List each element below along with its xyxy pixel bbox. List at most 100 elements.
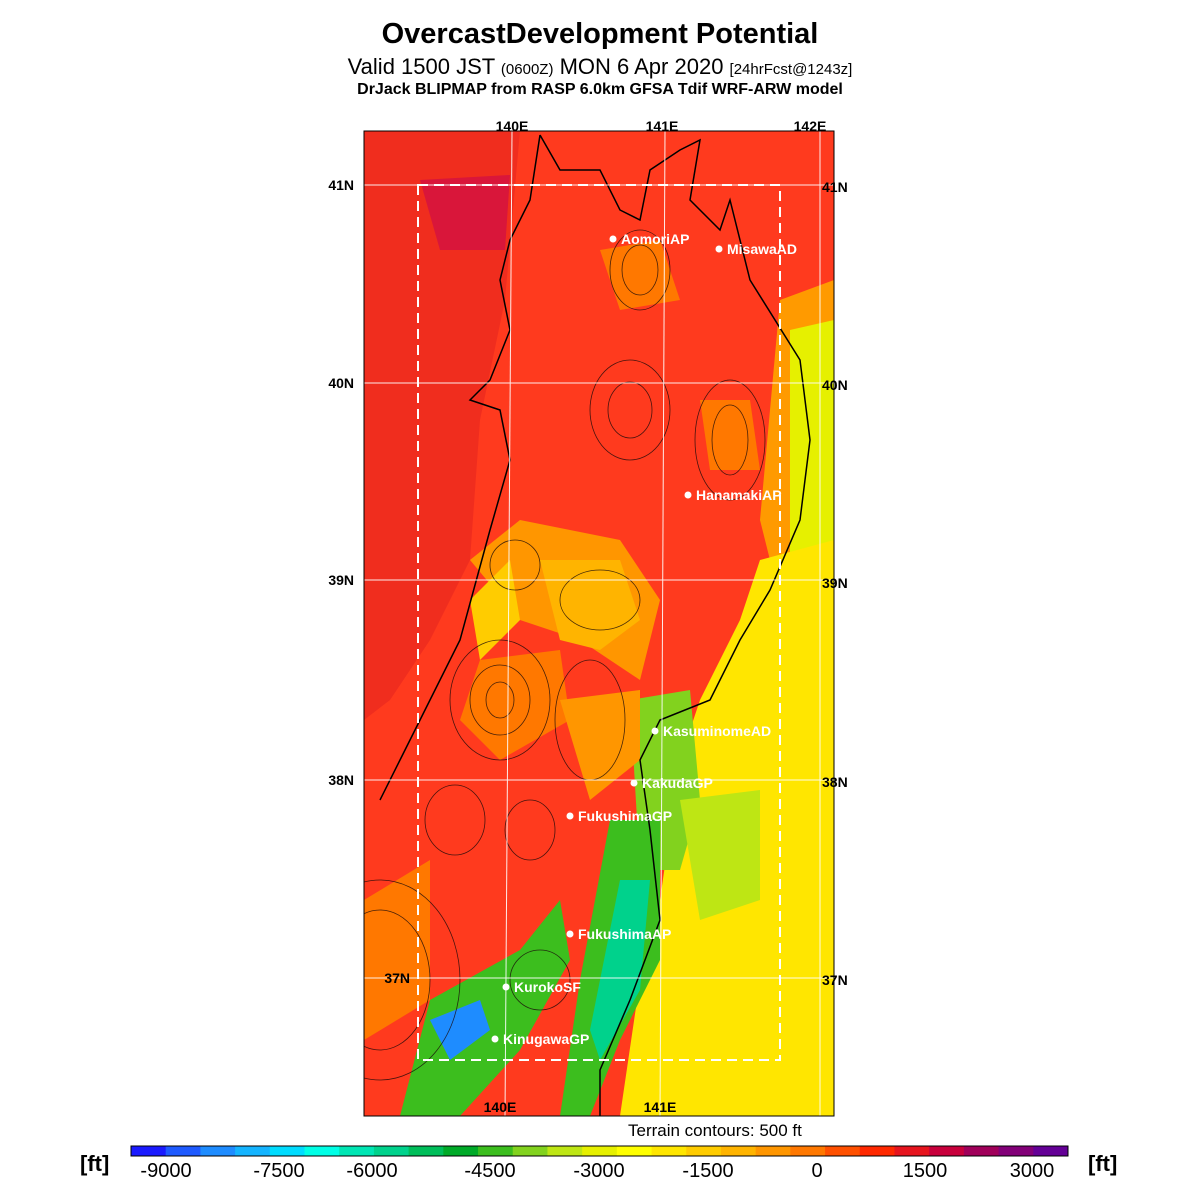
lat-label-left: 39N <box>328 572 354 588</box>
lat-label-right: 38N <box>822 774 848 790</box>
colorbar-segment <box>859 1146 895 1156</box>
lat-label-left: 41N <box>328 177 354 193</box>
field-orange-north <box>600 240 680 310</box>
colorbar-segment <box>443 1146 479 1156</box>
field-blue-sw <box>430 1000 490 1060</box>
terrain-contours <box>364 229 766 1081</box>
colorbar-segment <box>963 1146 1000 1156</box>
domain-box <box>417 184 781 1061</box>
colorbar-segment <box>686 1146 722 1156</box>
colorbar-segment <box>235 1146 271 1156</box>
colorbar-segment <box>339 1146 375 1156</box>
field-yellow-coast <box>470 560 520 660</box>
station-label: KasuminomeAD <box>663 723 771 739</box>
colorbar-segment <box>720 1146 757 1156</box>
lat-label-left: 38N <box>328 772 354 788</box>
lat-label-right: 37N <box>822 972 848 988</box>
colorbar-segment <box>825 1146 861 1156</box>
station-dot <box>566 812 574 820</box>
valid-utc: (0600Z) <box>500 61 554 78</box>
colorbar-segment <box>998 1146 1034 1156</box>
lon-label-top: 140E <box>496 118 529 134</box>
field-orange-east <box>700 400 760 470</box>
colorbar-tick-label: -7500 <box>253 1160 304 1182</box>
sea-west-field <box>364 131 520 720</box>
colorbar-tick-label: -6000 <box>346 1160 397 1182</box>
colorbar-tick-label: 1500 <box>903 1160 948 1182</box>
station-label: FukushimaAP <box>578 926 671 942</box>
terrain-note: Terrain contours: 500 ft <box>628 1121 802 1140</box>
field-green-sw <box>400 900 570 1116</box>
colorbar-segment <box>1033 1146 1069 1156</box>
station-label: HanamakiAP <box>696 487 782 503</box>
station-label: KinugawaGP <box>503 1031 589 1047</box>
station-label: MisawaAD <box>727 241 797 257</box>
colorbar-tick-label: -1500 <box>682 1160 733 1182</box>
station-label: FukushimaGP <box>578 808 672 824</box>
colorbar-segment <box>929 1146 965 1156</box>
lat-label-right: 39N <box>822 575 848 591</box>
colorbar-segment <box>200 1146 236 1156</box>
colorbar-segment <box>755 1146 791 1156</box>
field-orange-sw <box>364 860 430 1040</box>
colorbar-tick-label: -3000 <box>573 1160 624 1182</box>
colorbar-segment <box>894 1146 930 1156</box>
lon-label-bottom: 140E <box>484 1099 517 1115</box>
colorbar-unit-left: [ft] <box>80 1151 110 1176</box>
colorbar-segment <box>269 1146 306 1156</box>
station-dot <box>715 245 723 253</box>
station-dot <box>502 983 510 991</box>
coastline <box>379 134 811 1116</box>
lon-label-bottom: 141E <box>644 1099 677 1115</box>
field-east-yellow <box>790 320 834 580</box>
colorbar-segment <box>373 1146 410 1156</box>
lat-label-left: 40N <box>328 375 354 391</box>
colorbar-segment <box>616 1146 653 1156</box>
valid-date: MON 6 Apr 2020 <box>553 54 730 79</box>
lon-label-top: 142E <box>794 118 827 134</box>
colorbar-tick-label: -4500 <box>464 1160 515 1182</box>
station-label: KakudaGP <box>642 775 713 791</box>
colorbar-tick-labels: -9000 -7500 -6000 -4500 -3000 -1500 0 15… <box>140 1160 1054 1182</box>
colorbar-segment <box>478 1146 514 1156</box>
colorbar-frame <box>130 1145 1069 1157</box>
map-frame <box>363 130 835 1117</box>
lat-label-left: 37N <box>384 970 410 986</box>
colorbar-tick-label: 3000 <box>1010 1160 1055 1182</box>
forecast-info: [24hrFcst@1243z] <box>729 61 853 78</box>
lat-label-right: 40N <box>822 377 848 393</box>
station-label: KurokoSF <box>514 979 581 995</box>
colorbar-segment <box>582 1146 618 1156</box>
colorbar-segment <box>547 1146 583 1156</box>
field-green-2 <box>680 790 760 920</box>
colorbar-segment <box>408 1146 444 1156</box>
field-layer <box>364 131 834 1116</box>
station-dot <box>684 491 692 499</box>
station-label: AomoriAP <box>621 231 689 247</box>
lat-label-right: 41N <box>822 179 848 195</box>
colorbar-unit-right: [ft] <box>1088 1151 1118 1176</box>
station-dot <box>491 1035 499 1043</box>
colorbar <box>130 1145 1069 1157</box>
valid-time: Valid 1500 JST (0600Z) MON 6 Apr 2020 [2… <box>0 54 1200 80</box>
colorbar-tick-label: 0 <box>811 1160 822 1182</box>
valid-prefix: Valid 1500 JST <box>347 54 501 79</box>
colorbar-segment <box>651 1146 687 1156</box>
colorbar-segment <box>512 1146 548 1156</box>
station-dot <box>609 235 617 243</box>
colorbar-segment <box>790 1146 826 1156</box>
station-dot <box>566 930 574 938</box>
colorbar-segment <box>131 1146 167 1156</box>
field-patch-dark <box>420 175 510 250</box>
station-markers: AomoriAP MisawaAD HanamakiAP KasuminomeA… <box>491 231 797 1047</box>
field-orange-3 <box>560 690 640 800</box>
station-dot <box>630 779 638 787</box>
colorbar-segment <box>304 1146 340 1156</box>
colorbar-segment <box>165 1146 201 1156</box>
lon-label-top: 141E <box>646 118 679 134</box>
station-dot <box>651 727 659 735</box>
field-teal <box>590 880 650 1060</box>
chart-title: OvercastDevelopment Potential <box>381 18 819 50</box>
model-description: DrJack BLIPMAP from RASP 6.0km GFSA Tdif… <box>357 81 843 98</box>
